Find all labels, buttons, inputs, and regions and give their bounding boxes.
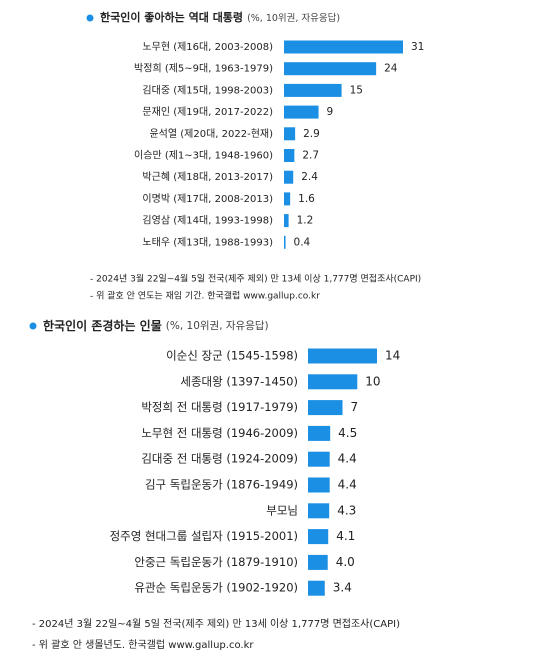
value-label: 2.7: [302, 150, 319, 162]
bar: [284, 170, 294, 184]
value-label: 4.0: [336, 555, 355, 569]
title-bullet: [86, 14, 94, 22]
bar: [308, 374, 358, 390]
category-label: 김구 독립운동가 (1876-1949): [145, 478, 298, 492]
title-note: (%, 10위권, 자유응답): [247, 12, 340, 24]
bar: [284, 214, 289, 228]
category-label: 김대중 (제15대, 1998-2003): [142, 84, 273, 96]
value-label: 4.4: [338, 478, 357, 492]
bar: [284, 62, 377, 76]
category-label: 문재인 (제19대, 2017-2022): [142, 106, 273, 118]
chart-title: 한국인이 좋아하는 역대 대통령 (%, 10위권, 자유응답): [100, 10, 340, 24]
value-label: 1.6: [298, 193, 315, 205]
category-label: 김영삼 (제14대, 1993-1998): [142, 215, 273, 227]
category-label: 안중근 독립운동가 (1879-1910): [134, 555, 298, 569]
value-label: 4.3: [337, 503, 356, 517]
value-label: 1.2: [297, 215, 314, 227]
bar: [308, 425, 331, 441]
title-text: 한국인이 존경하는 인물: [43, 318, 162, 333]
footnote: - 2024년 3월 22일~4월 5일 전국(제주 제외) 만 13세 이상 …: [32, 618, 400, 630]
value-label: 15: [350, 84, 363, 96]
chart-title: 한국인이 존경하는 인물 (%, 10위권, 자유응답): [43, 318, 269, 333]
category-label: 이명박 (제17대, 2008-2013): [142, 193, 273, 205]
bar: [284, 83, 342, 97]
value-label: 10: [365, 374, 380, 388]
bar: [284, 105, 319, 119]
bar: [308, 400, 343, 416]
value-label: 7: [351, 400, 359, 414]
value-label: 4.1: [336, 529, 355, 543]
bar: [284, 235, 286, 249]
category-label: 이순신 장군 (1545-1598): [166, 349, 298, 363]
value-label: 2.4: [301, 171, 318, 183]
bar: [308, 503, 330, 519]
category-label: 노무현 (제16대, 2003-2008): [142, 41, 273, 53]
category-label: 노태우 (제13대, 1988-1993): [142, 236, 273, 248]
title-text: 한국인이 좋아하는 역대 대통령: [100, 10, 243, 24]
bar: [308, 348, 377, 364]
title-bullet: [29, 322, 37, 330]
bar: [284, 127, 296, 141]
category-label: 이승만 (제1~3대, 1948-1960): [134, 150, 273, 162]
title-note: (%, 10위권, 자유응답): [166, 319, 269, 332]
category-label: 유관순 독립운동가 (1902-1920): [134, 581, 298, 595]
category-label: 박정희 전 대통령 (1917-1979): [141, 400, 298, 414]
bar: [284, 149, 295, 162]
category-label: 부모님: [266, 503, 298, 517]
category-label: 박근혜 (제18대, 2013-2017): [142, 171, 273, 183]
category-label: 윤석열 (제20대, 2022-현재): [149, 128, 273, 140]
value-label: 3.4: [333, 581, 352, 595]
category-label: 김대중 전 대통령 (1924-2009): [141, 452, 298, 466]
bar: [284, 40, 403, 54]
footnote: - 위 괄호 안 생몰년도. 한국갤럽 www.gallup.co.kr: [32, 638, 254, 651]
value-label: 31: [411, 41, 424, 53]
category-label: 노무현 전 대통령 (1946-2009): [141, 426, 298, 440]
bar: [308, 580, 325, 596]
value-label: 2.9: [303, 128, 320, 140]
bar: [308, 451, 330, 467]
category-label: 박정희 (제5~9대, 1963-1979): [134, 63, 273, 75]
category-label: 세종대왕 (1397-1450): [180, 374, 298, 388]
bar: [308, 554, 328, 570]
value-label: 24: [384, 63, 398, 75]
category-label: 정주영 현대그룹 설립자 (1915-2001): [110, 529, 298, 543]
value-label: 4.4: [338, 452, 357, 466]
footnote: - 위 괄호 안 연도는 재임 기간. 한국갤럽 www.gallup.co.k…: [90, 290, 320, 302]
value-label: 9: [327, 106, 334, 118]
bar: [284, 192, 291, 206]
footnote: - 2024년 3월 22일~4월 5일 전국(제주 제외) 만 13세 이상 …: [90, 273, 421, 285]
value-label: 0.4: [294, 236, 311, 248]
bar: [308, 477, 330, 493]
bar: [308, 529, 329, 545]
value-label: 14: [385, 349, 400, 363]
value-label: 4.5: [338, 426, 357, 440]
